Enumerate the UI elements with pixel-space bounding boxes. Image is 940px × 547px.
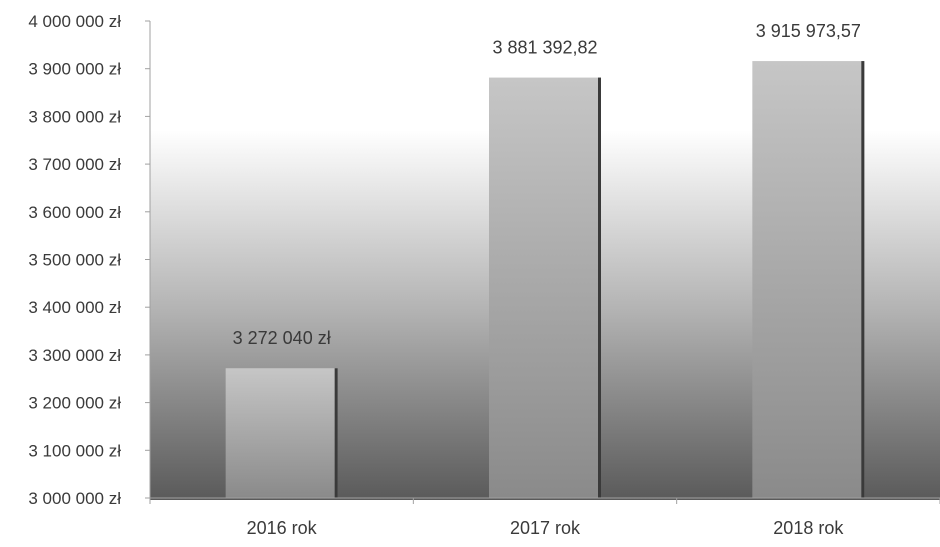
x-category-label: 2016 rok <box>247 518 318 538</box>
y-tick-label: 3 800 000 zł <box>28 107 121 126</box>
x-category-label: 2017 rok <box>510 518 581 538</box>
y-tick-label: 4 000 000 zł <box>28 12 121 31</box>
bars: 3 272 040 zł 3 881 392,82 3 915 973,57 <box>225 21 865 499</box>
y-tick-label: 3 000 000 zł <box>28 489 121 508</box>
y-tick-label: 3 300 000 zł <box>28 346 121 365</box>
data-label: 3 272 040 zł <box>233 328 331 348</box>
bar <box>752 61 865 499</box>
y-tick-label: 3 500 000 zł <box>28 251 121 270</box>
bar-edge <box>598 77 601 498</box>
y-tick-label: 3 900 000 zł <box>28 60 121 79</box>
y-axis: 3 000 000 zł 3 100 000 zł 3 200 000 zł 3 30… <box>28 12 151 508</box>
x-axis: 2016 rok 2017 rok 2018 rok <box>149 497 940 538</box>
y-tick-label: 3 400 000 zł <box>28 298 121 317</box>
y-tick-label: 3 700 000 zł <box>28 155 121 174</box>
y-tick-label: 3 100 000 zł <box>28 441 121 460</box>
data-label: 3 915 973,57 <box>756 21 861 41</box>
y-tick-label: 3 600 000 zł <box>28 203 121 222</box>
bar <box>225 368 338 498</box>
bar-edge <box>861 61 865 499</box>
y-tick-label: 3 200 000 zł <box>28 394 121 413</box>
bar-edge <box>334 368 338 498</box>
x-category-label: 2018 rok <box>773 518 844 538</box>
bar <box>489 77 601 498</box>
data-label: 3 881 392,82 <box>492 38 597 58</box>
